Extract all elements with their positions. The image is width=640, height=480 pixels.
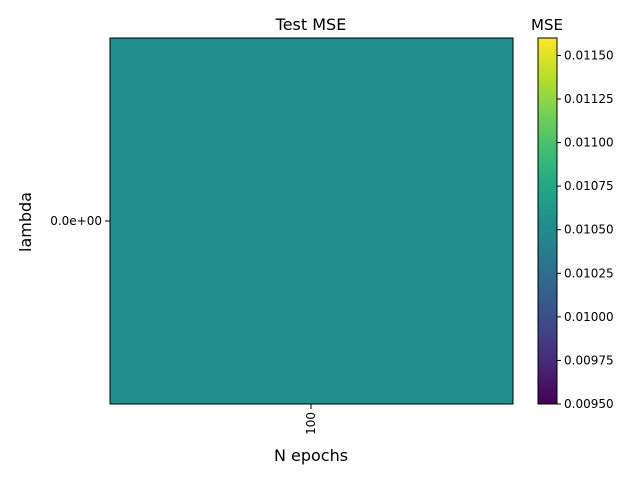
colorbar-tick-label: 0.00975 xyxy=(564,353,614,367)
heatmap-cell xyxy=(110,38,513,404)
y-tick-label: 0.0e+00 xyxy=(50,214,102,228)
colorbar-tick-label: 0.01100 xyxy=(564,136,614,150)
y-axis-label: lambda xyxy=(16,192,35,252)
colorbar-tick-label: 0.01150 xyxy=(564,48,614,62)
chart-title: Test MSE xyxy=(275,15,347,34)
colorbar-tick-label: 0.01025 xyxy=(564,266,614,280)
colorbar xyxy=(537,37,558,405)
colorbar-tick-label: 0.01050 xyxy=(564,223,614,237)
colorbar-ticks: 0.00950 0.00975 0.01000 0.01025 0.01050 0.010… xyxy=(557,48,614,411)
colorbar-label: MSE xyxy=(531,16,563,34)
colorbar-tick-label: 0.01075 xyxy=(564,179,614,193)
x-tick-label: 100 xyxy=(304,412,318,435)
colorbar-tick-label: 0.01125 xyxy=(564,92,614,106)
colorbar-tick-label: 0.01000 xyxy=(564,310,614,324)
colorbar-tick-label: 0.00950 xyxy=(564,397,614,411)
x-axis-label: N epochs xyxy=(274,446,348,465)
